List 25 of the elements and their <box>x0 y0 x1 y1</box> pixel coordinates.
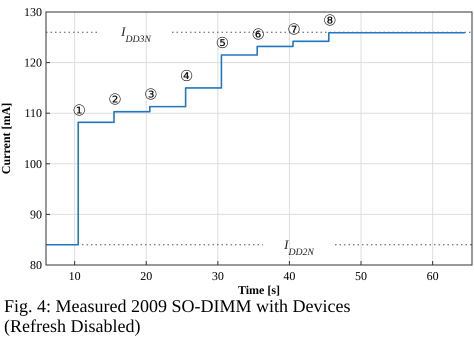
x-tick-label: 30 <box>212 269 224 283</box>
x-tick-label: 60 <box>426 269 439 283</box>
ref-line-label: I$_{DD2N}$ <box>283 236 314 258</box>
annotation: ⑥ <box>251 25 265 44</box>
annotation: ① <box>72 101 86 120</box>
annotation: ⑧ <box>323 12 337 30</box>
x-tick-label: 20 <box>140 269 152 283</box>
x-axis-title: Time [s] <box>238 283 280 297</box>
y-tick-label: 120 <box>24 56 42 70</box>
annotation: ② <box>108 90 122 109</box>
x-tick-label: 10 <box>68 269 81 283</box>
y-tick-label: 100 <box>24 156 42 171</box>
y-tick-label: 130 <box>24 5 42 19</box>
y-axis-title: Current [mA] <box>0 102 13 174</box>
caption: Fig. 4: Measured 2009 SO-DIMM with Devices (Refresh Disabled) <box>4 296 350 336</box>
ref-line-label: I$_{DD3N}$ <box>120 24 152 45</box>
annotation: ⑦ <box>287 20 301 38</box>
x-tick-label: 40 <box>283 269 296 283</box>
y-tick-label: 110 <box>24 106 42 120</box>
annotation: ④ <box>180 66 194 85</box>
annotation: ⑤ <box>216 34 230 52</box>
y-tick-label: 90 <box>30 207 42 222</box>
y-tick-label: 80 <box>30 258 42 272</box>
x-tick-label: 50 <box>355 269 368 283</box>
annotation: ③ <box>144 86 158 104</box>
